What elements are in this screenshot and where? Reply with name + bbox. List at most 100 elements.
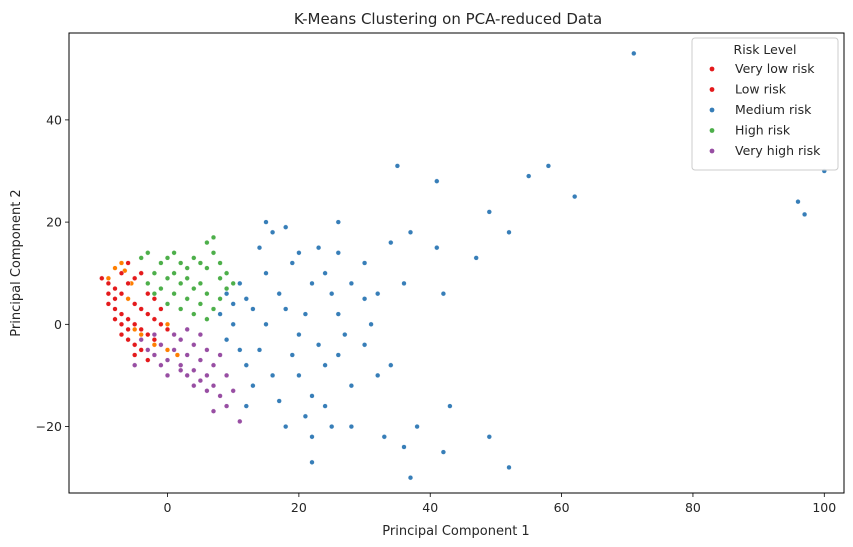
data-point: [289, 352, 295, 358]
data-point: [164, 326, 171, 333]
data-point: [151, 316, 158, 322]
x-tick-label: 80: [685, 500, 701, 515]
data-point: [145, 250, 151, 256]
data-point: [296, 250, 302, 256]
data-point: [112, 286, 118, 292]
data-point: [138, 337, 144, 343]
x-axis-ticks: 0 20 40 60 80 100: [164, 493, 836, 515]
legend-label: High risk: [735, 123, 791, 138]
data-point: [132, 275, 138, 281]
data-point: [394, 163, 401, 169]
data-point: [118, 332, 125, 338]
data-point: [329, 291, 335, 297]
data-point: [125, 316, 131, 322]
data-point: [335, 250, 341, 256]
data-point: [217, 352, 223, 358]
data-point: [151, 352, 158, 358]
x-tick-label: 20: [291, 500, 307, 515]
data-point: [204, 388, 210, 394]
data-point: [296, 372, 302, 379]
data-point: [335, 311, 341, 317]
data-point: [210, 234, 217, 241]
data-point: [322, 403, 328, 409]
data-point: [545, 163, 552, 169]
data-point: [204, 347, 210, 353]
data-point: [118, 291, 125, 297]
data-point: [145, 280, 151, 287]
data-point: [164, 275, 171, 281]
data-point: [145, 357, 151, 363]
x-tick-label: 100: [812, 500, 836, 515]
data-point: [388, 362, 394, 368]
data-point: [342, 332, 348, 338]
legend-marker: [709, 148, 715, 154]
data-point: [381, 434, 387, 440]
data-point: [375, 372, 381, 379]
data-point: [243, 362, 249, 368]
data-point: [210, 408, 217, 414]
data-point: [801, 211, 808, 218]
data-point: [125, 260, 131, 266]
data-point: [178, 280, 184, 287]
data-point: [243, 296, 249, 302]
series-very-high-risk: [132, 326, 243, 425]
legend-marker: [709, 66, 715, 72]
data-point: [204, 240, 210, 246]
data-point: [132, 321, 138, 327]
data-point: [362, 342, 368, 348]
data-point: [125, 337, 131, 343]
legend-label: Medium risk: [735, 102, 812, 117]
data-point: [112, 296, 118, 302]
data-point: [191, 383, 197, 389]
series-medium-risk: [217, 50, 827, 481]
data-point: [256, 347, 263, 353]
data-point: [250, 383, 256, 389]
data-point: [237, 280, 243, 287]
data-point: [230, 321, 236, 327]
data-point: [145, 311, 151, 317]
data-point: [270, 229, 276, 235]
data-point: [191, 311, 197, 317]
data-point: [171, 250, 177, 256]
data-point: [572, 194, 578, 200]
data-point: [171, 270, 177, 276]
series-low-risk: [99, 260, 177, 363]
data-point: [210, 250, 217, 256]
data-point: [184, 326, 190, 333]
data-point: [164, 321, 171, 327]
data-point: [118, 311, 125, 317]
data-point: [105, 275, 112, 281]
data-point: [158, 286, 164, 292]
data-point: [407, 475, 414, 481]
data-point: [118, 260, 125, 266]
data-point: [197, 357, 204, 363]
data-point: [224, 372, 230, 379]
data-point: [486, 209, 492, 215]
data-point: [138, 306, 144, 312]
series-high-risk: [138, 234, 236, 322]
y-axis-ticks: −20 0 20 40: [36, 112, 69, 434]
data-point: [171, 347, 177, 353]
data-point: [217, 393, 223, 399]
data-point: [283, 224, 289, 230]
data-point: [473, 255, 479, 261]
data-point: [309, 280, 315, 287]
data-point: [138, 270, 144, 276]
data-point: [191, 342, 197, 348]
data-point: [362, 296, 368, 302]
data-point: [184, 352, 190, 358]
data-point: [329, 424, 335, 430]
data-point: [506, 464, 512, 471]
data-point: [197, 280, 204, 287]
data-point: [375, 291, 381, 297]
data-point: [335, 219, 341, 225]
legend-label: Low risk: [735, 82, 787, 97]
data-point: [237, 418, 243, 425]
data-point: [125, 326, 131, 333]
legend-label: Very high risk: [735, 143, 821, 158]
data-point: [276, 291, 282, 297]
y-axis-title: Principal Component 2: [9, 189, 24, 336]
data-point: [230, 280, 236, 287]
data-point: [302, 413, 309, 419]
data-point: [230, 388, 236, 394]
